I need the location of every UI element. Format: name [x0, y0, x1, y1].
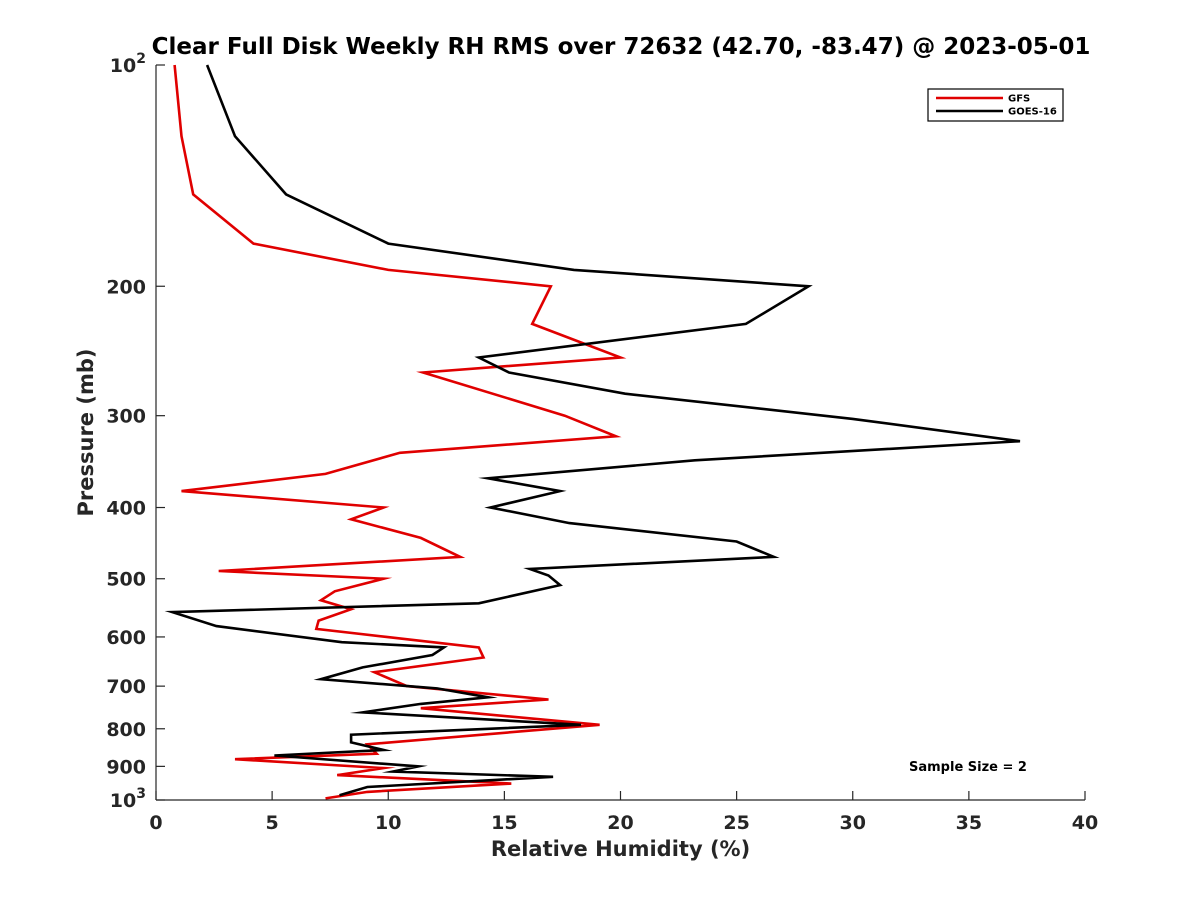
y-tick-label: 103 [110, 786, 146, 812]
y-tick-label: 500 [106, 569, 146, 591]
x-tick-label: 20 [607, 812, 633, 834]
x-tick-label: 15 [491, 812, 517, 834]
x-tick-label: 40 [1072, 812, 1098, 834]
plot-area [156, 65, 1085, 800]
x-tick-label: 30 [840, 812, 866, 834]
legend-box [927, 88, 1064, 122]
x-tick-label: 0 [149, 812, 162, 834]
legend-label: GOES-16 [1008, 107, 1057, 118]
y-tick-label: 900 [106, 756, 146, 778]
y-axis-label: Pressure (mb) [74, 349, 98, 517]
legend: GFS GOES-16 [927, 88, 1064, 122]
tick-layer: 0 5 10 15 20 25 30 35 40 102 200 300 400 500 600 700 800… [106, 51, 1098, 834]
legend-label: GFS [1008, 94, 1030, 105]
y-tick-label: 700 [106, 676, 146, 698]
series-layer [164, 64, 1021, 800]
y-tick-label: 300 [106, 406, 146, 428]
series-line-gfs [173, 64, 627, 800]
y-tick-label: 102 [110, 51, 146, 77]
y-tick-label: 400 [106, 498, 146, 520]
chart-title: Clear Full Disk Weekly RH RMS over 72632… [152, 34, 1091, 60]
x-tick-label: 10 [375, 812, 401, 834]
x-tick-label: 25 [723, 812, 749, 834]
sample-size-annotation: Sample Size = 2 [909, 760, 1027, 775]
x-axis-label: Relative Humidity (%) [491, 837, 750, 861]
x-tick-label: 35 [956, 812, 982, 834]
x-tick-label: 5 [266, 812, 279, 834]
y-tick-label: 600 [106, 627, 146, 649]
y-tick-label: 200 [106, 276, 146, 298]
series-line-goes-16 [164, 64, 1021, 797]
y-tick-label: 800 [106, 719, 146, 741]
